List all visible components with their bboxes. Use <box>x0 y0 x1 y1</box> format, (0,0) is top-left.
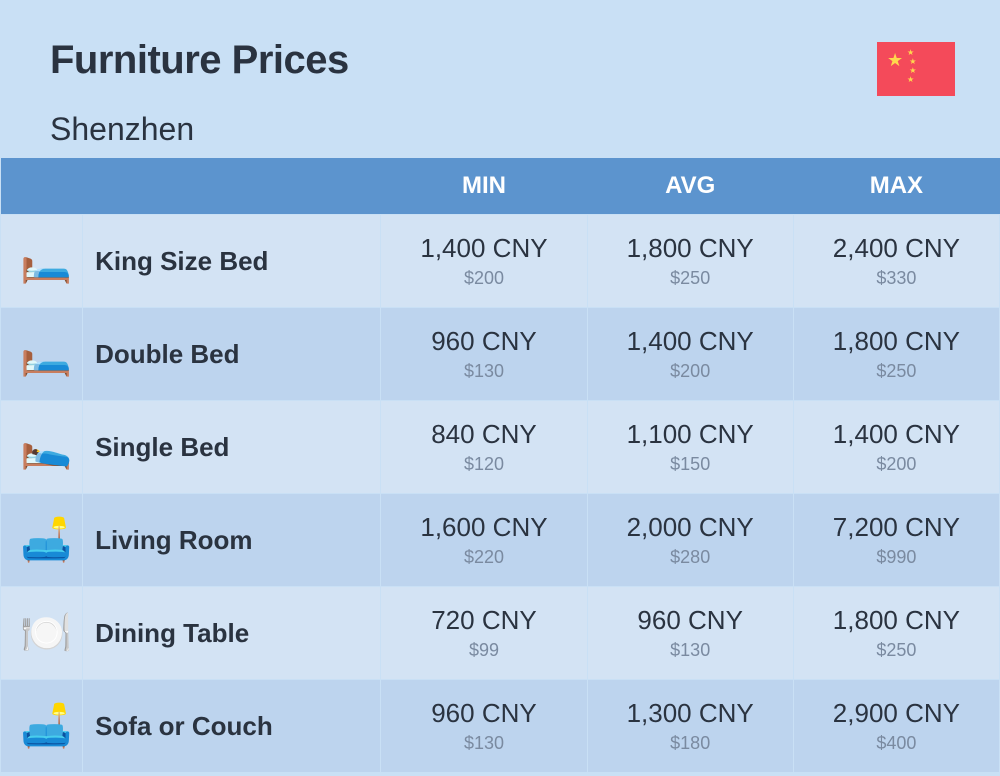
price-secondary: $99 <box>381 640 586 661</box>
price-avg: 1,100 CNY $150 <box>587 401 793 494</box>
table-row: 🛏️ Double Bed 960 CNY$130 1,400 CNY$200 … <box>1 308 1000 401</box>
price-avg: 1,400 CNY $200 <box>587 308 793 401</box>
price-primary: 1,800 CNY <box>794 326 999 357</box>
table-row: 🛋️ Living Room 1,600 CNY $220 2,000 CNY $2… <box>1 494 1000 587</box>
price-primary: 1,100 CNY <box>588 419 793 450</box>
table-row: 🛏️ King Size Bed 1,400 CNY $200 1,800 CNY… <box>1 215 1000 308</box>
header: Furniture Prices Shenzhen ★ ★ ★ ★★ <box>0 0 1000 158</box>
col-header-max: MAX <box>793 158 999 215</box>
price-primary: 960 CNY <box>381 326 586 357</box>
table-header-row: MIN AVG MAX <box>1 158 1000 215</box>
price-avg: 2,000 CNY $280 <box>587 494 793 587</box>
price-max: 1,800 CNY $250 <box>793 308 999 401</box>
price-max: 1,800 CNY $250 <box>793 587 999 680</box>
furniture-icon: 🛌 <box>1 401 83 494</box>
price-primary: 1,300 CNY <box>588 698 793 729</box>
page-title: Furniture Prices <box>50 38 950 83</box>
table-body: 🛏️ King Size Bed 1,400 CNY $200 1,800 CNY… <box>1 215 1000 773</box>
col-header-icon <box>1 158 83 215</box>
flag-small-stars: ★ ★ ★★ <box>907 48 916 84</box>
price-secondary: $990 <box>794 547 999 568</box>
price-primary: 2,000 CNY <box>588 512 793 543</box>
price-primary: 1,800 CNY <box>794 605 999 636</box>
price-secondary: $400 <box>794 733 999 754</box>
furniture-icon: 🛏️ <box>1 215 83 308</box>
price-secondary: $250 <box>794 640 999 661</box>
col-header-min: MIN <box>381 158 587 215</box>
price-secondary: $180 <box>588 733 793 754</box>
price-secondary: $130 <box>381 733 586 754</box>
furniture-name: Sofa or Couch <box>83 680 381 773</box>
price-secondary: $250 <box>794 361 999 382</box>
price-secondary: $250 <box>588 268 793 289</box>
price-min: 1,600 CNY $220 <box>381 494 587 587</box>
price-avg: 1,300 CNY $180 <box>587 680 793 773</box>
page-subtitle: Shenzhen <box>50 111 950 148</box>
price-secondary: $220 <box>381 547 586 568</box>
furniture-icon: 🛋️ <box>1 494 83 587</box>
furniture-name: Living Room <box>83 494 381 587</box>
furniture-icon: 🛋️ <box>1 680 83 773</box>
china-flag-icon: ★ ★ ★ ★★ <box>877 42 955 96</box>
price-primary: 960 CNY <box>588 605 793 636</box>
price-min: 960 CNY $130 <box>381 680 587 773</box>
furniture-name: Dining Table <box>83 587 381 680</box>
price-min: 1,400 CNY $200 <box>381 215 587 308</box>
price-primary: 1,400 CNY <box>588 326 793 357</box>
flag-big-star: ★ <box>887 50 903 71</box>
price-primary: 1,600 CNY <box>381 512 586 543</box>
price-secondary: $200 <box>381 268 586 289</box>
price-secondary: $130 <box>588 640 793 661</box>
price-primary: 840 CNY <box>381 419 586 450</box>
col-header-name <box>83 158 381 215</box>
table-row: 🛌 Single Bed 840 CNY $120 1,100 CNY $150 1… <box>1 401 1000 494</box>
table-row: 🛋️ Sofa or Couch 960 CNY $130 1,300 CNY $1… <box>1 680 1000 773</box>
table-row: 🍽️ Dining Table 720 CNY $99 960 CNY $130 1… <box>1 587 1000 680</box>
price-primary: 1,400 CNY <box>381 233 586 264</box>
price-secondary: $200 <box>588 361 793 382</box>
furniture-name: Double Bed <box>83 308 381 401</box>
price-min: 840 CNY $120 <box>381 401 587 494</box>
furniture-icon: 🍽️ <box>1 587 83 680</box>
price-min: 960 CNY $130 <box>381 308 587 401</box>
col-header-avg: AVG <box>587 158 793 215</box>
price-avg: 1,800 CNY $250 <box>587 215 793 308</box>
price-secondary: $280 <box>588 547 793 568</box>
price-secondary: $130 <box>381 361 586 382</box>
price-secondary: $120 <box>381 454 586 475</box>
price-min: 720 CNY $99 <box>381 587 587 680</box>
price-max: 2,400 CNY $330 <box>793 215 999 308</box>
price-secondary: $330 <box>794 268 999 289</box>
price-primary: 2,900 CNY <box>794 698 999 729</box>
price-avg: 960 CNY $130 <box>587 587 793 680</box>
furniture-name: Single Bed <box>83 401 381 494</box>
price-secondary: $200 <box>794 454 999 475</box>
price-secondary: $150 <box>588 454 793 475</box>
price-table: MIN AVG MAX 🛏️ King Size Bed 1,400 CNY$2… <box>0 158 1000 773</box>
price-primary: 1,400 CNY <box>794 419 999 450</box>
price-primary: 7,200 CNY <box>794 512 999 543</box>
price-primary: 2,400 CNY <box>794 233 999 264</box>
price-primary: 1,800 CNY <box>588 233 793 264</box>
price-primary: 720 CNY <box>381 605 586 636</box>
price-max: 7,200 CNY $990 <box>793 494 999 587</box>
furniture-name: King Size Bed <box>83 215 381 308</box>
price-max: 2,900 CNY $400 <box>793 680 999 773</box>
price-primary: 960 CNY <box>381 698 586 729</box>
price-max: 1,400 CNY $200 <box>793 401 999 494</box>
furniture-icon: 🛏️ <box>1 308 83 401</box>
